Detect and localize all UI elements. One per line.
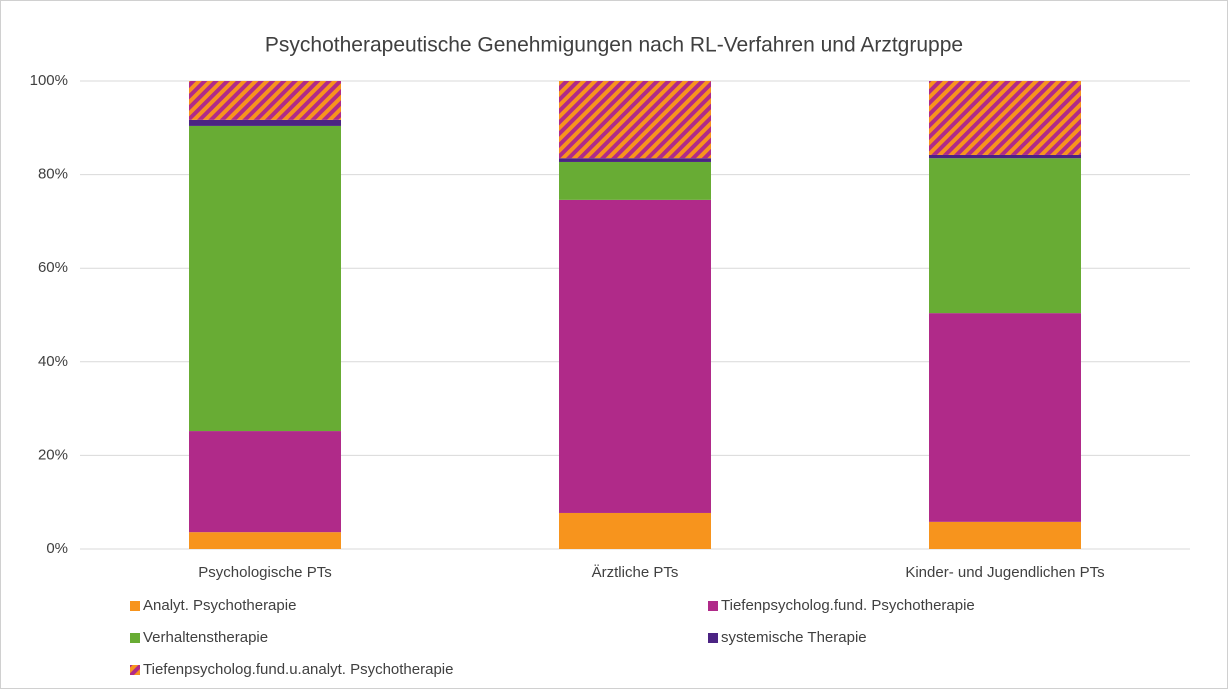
- legend-swatch: [708, 633, 718, 643]
- bar-segment: [929, 154, 1081, 159]
- bar-segment: [559, 199, 711, 513]
- bar-segment: [929, 521, 1081, 549]
- y-tick-label: 20%: [38, 446, 68, 463]
- y-tick-label: 100%: [30, 72, 68, 89]
- legend-label: systemische Therapie: [721, 629, 867, 646]
- y-tick-label: 40%: [38, 353, 68, 370]
- x-tick-label: Psychologische PTs: [198, 564, 331, 581]
- bar-segment: [559, 158, 711, 162]
- bar-segment: [559, 512, 711, 549]
- bar-segment: [189, 81, 341, 120]
- legend-label: Verhaltenstherapie: [143, 629, 268, 646]
- y-tick-label: 0%: [46, 540, 68, 557]
- bar-segment: [189, 125, 341, 432]
- legend-swatch: [130, 601, 140, 611]
- chart-title: Psychotherapeutische Genehmigungen nach …: [265, 34, 963, 57]
- bar-segment: [929, 313, 1081, 522]
- x-tick-label: Kinder- und Jugendlichen PTs: [905, 564, 1104, 581]
- bar-segment: [559, 81, 711, 159]
- legend-swatch: [708, 601, 718, 611]
- bar-segment: [189, 532, 341, 549]
- legend-swatch: [130, 633, 140, 643]
- legend-label: Tiefenpsycholog.fund. Psychotherapie: [721, 597, 975, 614]
- bar-segment: [189, 119, 341, 126]
- legend-label: Analyt. Psychotherapie: [143, 597, 296, 614]
- x-tick-label: Ärztliche PTs: [592, 564, 679, 581]
- bar-segment: [929, 158, 1081, 314]
- bar-segment: [559, 161, 711, 200]
- y-tick-label: 80%: [38, 166, 68, 183]
- legend-swatch: [130, 665, 140, 675]
- legend-label: Tiefenpsycholog.fund.u.analyt. Psychothe…: [143, 661, 453, 678]
- bar-segment: [189, 431, 341, 533]
- bar-segment: [929, 81, 1081, 155]
- y-tick-label: 60%: [38, 259, 68, 276]
